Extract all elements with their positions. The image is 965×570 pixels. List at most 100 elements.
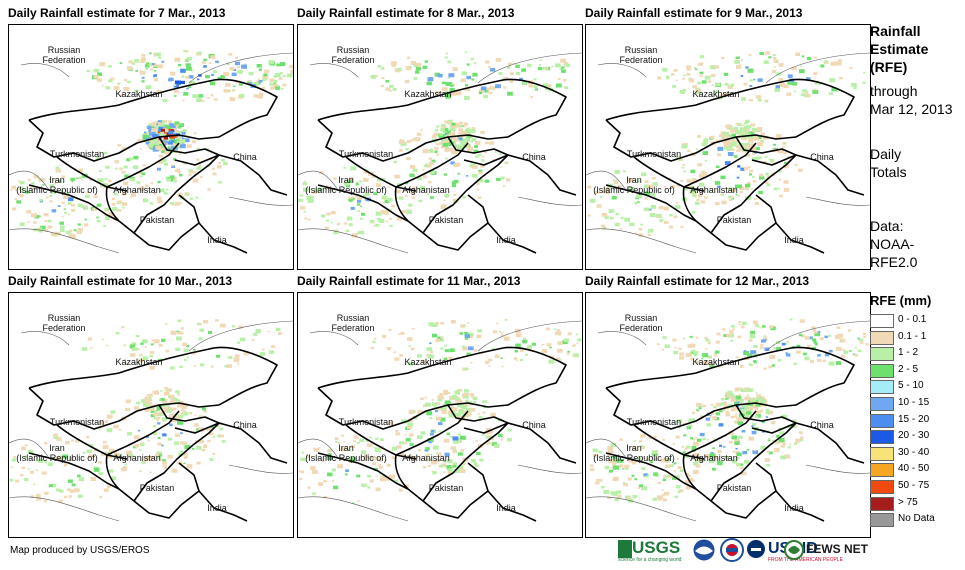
rain-cell	[220, 323, 226, 328]
rain-cell	[348, 180, 353, 183]
rain-cell	[73, 229, 77, 232]
rain-cell	[839, 76, 843, 80]
rain-cell	[695, 148, 698, 150]
rain-cell	[336, 222, 341, 226]
rain-cell	[68, 233, 75, 238]
rain-cell	[150, 407, 155, 411]
usgs-logo: USGS science for a changing world	[618, 538, 688, 563]
rain-cell	[182, 342, 188, 347]
rain-cell	[836, 61, 842, 66]
rain-cell	[710, 404, 714, 406]
rain-cell	[754, 156, 760, 160]
rain-cell	[474, 62, 477, 64]
rain-cell	[652, 497, 657, 501]
rain-cell	[300, 194, 304, 197]
rain-cell	[380, 475, 385, 478]
rain-cell	[241, 64, 247, 69]
rain-cell	[176, 399, 180, 402]
rain-cell	[44, 220, 48, 222]
rain-cell	[765, 51, 770, 55]
rain-cell	[750, 330, 756, 335]
rain-cell	[172, 158, 176, 161]
rain-cell	[728, 431, 734, 435]
rain-cell	[752, 320, 758, 325]
rain-cell	[608, 469, 613, 473]
rain-cell	[807, 344, 811, 348]
rain-cell	[778, 427, 781, 430]
rain-cell	[436, 153, 439, 156]
rain-cell	[399, 354, 403, 357]
rain-cell	[587, 214, 591, 217]
rain-cell	[723, 92, 729, 96]
rain-cell	[148, 123, 153, 127]
rain-cell	[27, 221, 30, 223]
rain-cell	[168, 394, 175, 399]
rain-cell	[692, 411, 696, 414]
rain-cell	[849, 350, 852, 352]
rain-cell	[476, 451, 481, 456]
rain-cell	[650, 192, 655, 196]
country-border	[317, 184, 409, 222]
rain-cell	[748, 436, 755, 441]
rain-cell	[212, 452, 216, 455]
rain-cell	[467, 322, 470, 324]
legend-swatch	[870, 330, 894, 345]
rain-cell	[730, 415, 734, 419]
rain-cell	[631, 474, 635, 477]
rain-cell	[786, 92, 792, 96]
rain-cell	[51, 232, 57, 237]
rain-cell	[792, 82, 798, 86]
rain-cell	[90, 347, 93, 349]
rain-cell	[779, 83, 786, 88]
rain-cell	[111, 197, 116, 201]
rain-cell	[84, 206, 88, 209]
rain-cell	[719, 403, 723, 406]
rain-cell	[476, 182, 480, 186]
rain-cell	[179, 127, 182, 129]
rain-cell	[237, 362, 240, 365]
map-panel-7-mar: Daily Rainfall estimate for 7 Mar., 2013…	[8, 6, 294, 270]
rain-cell	[278, 77, 283, 80]
rain-cell	[380, 210, 387, 215]
rain-cell	[765, 411, 770, 415]
rain-cell	[592, 448, 598, 452]
rain-cell	[746, 353, 753, 358]
rain-cell	[516, 333, 522, 338]
rain-cell	[181, 405, 187, 409]
rain-cell	[686, 426, 691, 430]
rain-cell	[258, 80, 263, 83]
rain-cell	[684, 480, 691, 485]
rain-cell	[446, 139, 453, 144]
rain-cell	[165, 323, 168, 325]
rain-cell	[672, 476, 677, 480]
rain-cell	[733, 415, 738, 418]
panel-title: Daily Rainfall estimate for 11 Mar., 201…	[297, 274, 521, 288]
rain-cell	[784, 142, 787, 145]
rain-cell	[380, 438, 384, 441]
rain-cell	[461, 345, 465, 348]
rain-cell	[32, 186, 37, 190]
rain-cell	[836, 326, 841, 329]
rain-cell	[698, 405, 702, 408]
rain-cell	[737, 194, 741, 197]
rain-cell	[746, 145, 752, 149]
rain-cell	[153, 412, 160, 417]
rain-cell	[561, 66, 565, 69]
rain-cell	[158, 142, 162, 145]
rain-cell	[378, 465, 383, 469]
minor-boundary	[9, 496, 120, 522]
rain-cell	[146, 136, 152, 141]
rain-cell	[88, 444, 94, 448]
rain-cell	[12, 207, 17, 211]
rain-cell	[56, 456, 63, 461]
rain-cell	[223, 72, 229, 76]
rain-cell	[691, 445, 697, 450]
rain-cell	[717, 153, 721, 157]
rain-cell	[734, 420, 739, 424]
rain-cell	[323, 480, 327, 483]
rain-cell	[749, 334, 756, 339]
rain-cell	[270, 86, 275, 90]
rain-cell	[218, 181, 222, 184]
rain-cell	[420, 431, 426, 435]
rain-cell	[607, 446, 614, 451]
